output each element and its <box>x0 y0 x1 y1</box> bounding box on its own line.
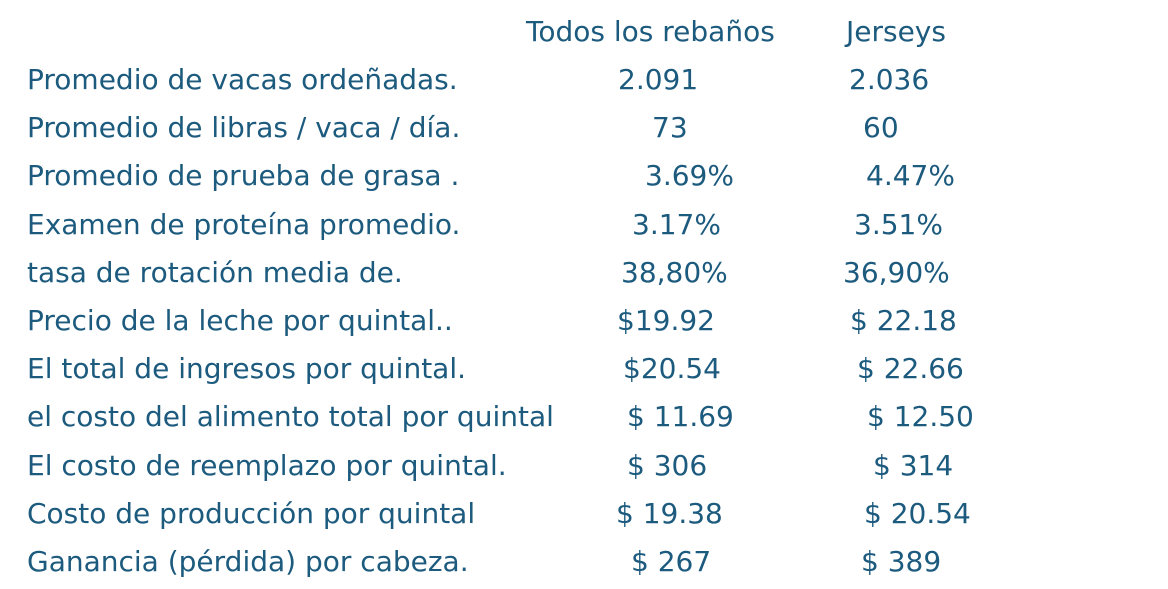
value-jerseys: 3.51% <box>854 208 943 241</box>
row-label: Examen de proteína promedio. <box>27 208 461 241</box>
row-label: Promedio de vacas ordeñadas. <box>27 63 458 96</box>
row-label: tasa de rotación media de. <box>27 256 403 289</box>
value-jerseys: 60 <box>863 111 899 144</box>
value-all-herds: $ 11.69 <box>627 400 734 433</box>
row-label: El total de ingresos por quintal. <box>27 352 467 385</box>
value-jerseys: $ 22.18 <box>850 304 957 337</box>
header-all-herds: Todos los rebaños <box>526 15 775 48</box>
value-jerseys: 2.036 <box>849 63 930 96</box>
value-all-herds: $20.54 <box>623 352 721 385</box>
value-jerseys: $ 12.50 <box>867 400 974 433</box>
value-jerseys: $ 314 <box>873 449 954 482</box>
header-jerseys: Jerseys <box>846 15 946 48</box>
value-jerseys: 4.47% <box>866 159 955 192</box>
value-all-herds: $ 267 <box>631 545 712 578</box>
row-label: Promedio de libras / vaca / día. <box>27 111 461 144</box>
value-jerseys: $ 20.54 <box>864 497 971 530</box>
value-all-herds: 3.69% <box>645 159 734 192</box>
value-all-herds: 73 <box>652 111 688 144</box>
value-all-herds: $19.92 <box>617 304 715 337</box>
value-jerseys: $ 389 <box>861 545 942 578</box>
value-all-herds: $ 306 <box>627 449 708 482</box>
row-label: El costo de reemplazo por quintal. <box>27 449 507 482</box>
row-label: Promedio de prueba de grasa . <box>27 159 460 192</box>
row-label: el costo del alimento total por quintal <box>27 400 554 433</box>
value-all-herds: 3.17% <box>632 208 721 241</box>
row-label: Costo de producción por quintal <box>27 497 476 530</box>
value-all-herds: 38,80% <box>621 256 728 289</box>
value-all-herds: $ 19.38 <box>616 497 723 530</box>
value-jerseys: $ 22.66 <box>857 352 964 385</box>
row-label: Precio de la leche por quintal.. <box>27 304 453 337</box>
value-jerseys: 36,90% <box>843 256 950 289</box>
row-label: Ganancia (pérdida) por cabeza. <box>27 545 469 578</box>
value-all-herds: 2.091 <box>618 63 699 96</box>
